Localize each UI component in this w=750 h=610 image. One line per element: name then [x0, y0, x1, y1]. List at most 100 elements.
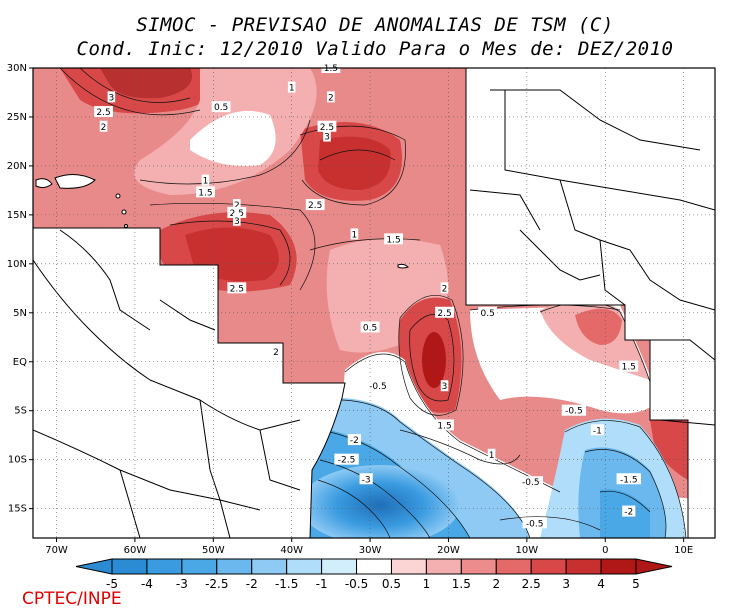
- contour-label-bg: [201, 174, 210, 186]
- land-masses: [33, 68, 715, 538]
- contour-label-text: 2.5: [230, 209, 244, 219]
- contour-label-bg: [233, 214, 241, 226]
- legend-label: -2: [246, 577, 258, 591]
- lat-tick-label: 5S: [14, 406, 27, 417]
- lon-tick-label: 60W: [124, 545, 147, 556]
- contour-label-text: -0.5: [526, 519, 544, 529]
- legend-label: 1: [423, 577, 431, 591]
- contour-label-text: 1.5: [198, 188, 212, 198]
- contour-label-text: 1: [289, 84, 295, 94]
- contour-label-text: -3: [362, 475, 371, 485]
- lat-tick-label: 20N: [7, 161, 27, 172]
- contour-label-text: 3: [442, 382, 448, 392]
- contour-label-text: 2: [234, 201, 240, 211]
- contour-label-bg: [305, 199, 325, 211]
- legend-swatch: [565, 558, 602, 575]
- map-subtitle: Cond. Inic: 12/2010 Valido Para o Mes de…: [76, 38, 674, 60]
- lon-tick-label: 40W: [280, 545, 303, 556]
- contour-label: 3: [233, 214, 241, 227]
- contour-label-bg: [233, 199, 241, 211]
- contour-label: 1.5: [619, 360, 639, 373]
- contour-label-text: 1.5: [437, 421, 451, 431]
- contour-label-text: -0.5: [369, 382, 387, 392]
- contour-label-text: -2.5: [338, 456, 356, 466]
- legend-swatch: [286, 558, 323, 575]
- legend-label: 5: [632, 577, 640, 591]
- contour-label-text: -2: [624, 508, 633, 518]
- country-borders: [33, 89, 715, 538]
- map-title: SIMOC - PREVISAO DE ANOMALIAS DE TSM (C): [136, 14, 614, 36]
- legend-swatch: [321, 558, 358, 575]
- contour-label: -2.5: [334, 453, 359, 466]
- contour-label-text: 0.5: [363, 323, 377, 333]
- contour-label: 2.5: [94, 106, 113, 118]
- legend-label: -1: [316, 577, 328, 591]
- contour-label-bg: [487, 448, 496, 460]
- contour-label: 1.5: [384, 233, 403, 245]
- south-america-land: [33, 227, 346, 538]
- contour-label-bg: [196, 186, 215, 198]
- contour-label-bg: [227, 206, 247, 218]
- contour-label-text: -2: [350, 436, 359, 446]
- gulf-guinea-patch: [575, 308, 622, 345]
- contour-label: -2: [347, 434, 362, 446]
- contour-label-text: 2: [328, 93, 334, 103]
- cold-anomaly-southwest-core: [300, 465, 460, 538]
- neutral-area-north: [190, 110, 276, 166]
- contour-label: -0.5: [365, 380, 391, 392]
- contour-label: 2: [327, 91, 335, 103]
- lon-tick-label: 20W: [437, 545, 460, 556]
- legend-swatch: [530, 558, 567, 575]
- contour-label-bg: [334, 453, 359, 465]
- contour-label-text: 2.5: [96, 108, 110, 118]
- legend-label: 3: [562, 577, 570, 591]
- contour-label-text: 2.5: [308, 201, 322, 211]
- africa-land: [465, 68, 715, 538]
- lat-tick-label: 30N: [7, 63, 27, 74]
- contour-label-bg: [440, 282, 449, 294]
- contour-label: 0.5: [360, 321, 380, 333]
- contour-label-text: 1.5: [386, 235, 400, 245]
- legend-label: -3: [176, 577, 188, 591]
- lat-tick-label: 15N: [7, 210, 27, 221]
- contour-label-bg: [359, 473, 373, 485]
- contour-label-bg: [317, 120, 337, 132]
- contour-label: 3: [440, 380, 449, 392]
- contour-label-bg: [478, 306, 498, 318]
- legend-swatch: [356, 558, 392, 575]
- contour-label-bg: [616, 473, 641, 485]
- contour-label: 2: [99, 120, 108, 133]
- contour-label-bg: [622, 505, 636, 517]
- legend-label: 2.5: [522, 577, 541, 591]
- contour-label-bg: [347, 434, 362, 446]
- lat-tick-label: EQ: [13, 357, 27, 368]
- contour-label-text: 1: [203, 177, 209, 187]
- legend-label: -1.5: [275, 577, 298, 591]
- contour-label: -1.5: [616, 473, 641, 485]
- contour-label: 1: [487, 448, 496, 461]
- lon-tick-label: 0: [602, 545, 608, 556]
- legend-swatch: [495, 558, 532, 575]
- contour-label-bg: [518, 476, 543, 488]
- legend-swatch: [251, 558, 288, 575]
- legend-swatch: [425, 558, 462, 575]
- contour-label: 0.5: [478, 306, 498, 319]
- legend-swatch: [181, 558, 218, 575]
- contour-label: 2: [440, 282, 449, 294]
- contour-label-text: 0.5: [214, 103, 228, 113]
- legend-label: -2.5: [205, 577, 228, 591]
- contour-label: 1.5: [435, 419, 454, 431]
- legend-swatch: [216, 558, 253, 575]
- contour-label-text: 1.5: [324, 64, 338, 74]
- contour-label: 0.5: [211, 101, 231, 113]
- credit-label: CPTEC/INPE: [22, 589, 122, 609]
- contour-label-bg: [94, 106, 113, 118]
- contour-label: 1: [287, 81, 296, 94]
- lat-tick-label: 10S: [8, 455, 27, 466]
- contour-label: -1: [590, 424, 605, 436]
- legend-label: 0.5: [382, 577, 401, 591]
- contour-label: 2: [233, 199, 241, 211]
- legend-swatch: [600, 558, 637, 575]
- contour-label: -0.5: [518, 476, 543, 488]
